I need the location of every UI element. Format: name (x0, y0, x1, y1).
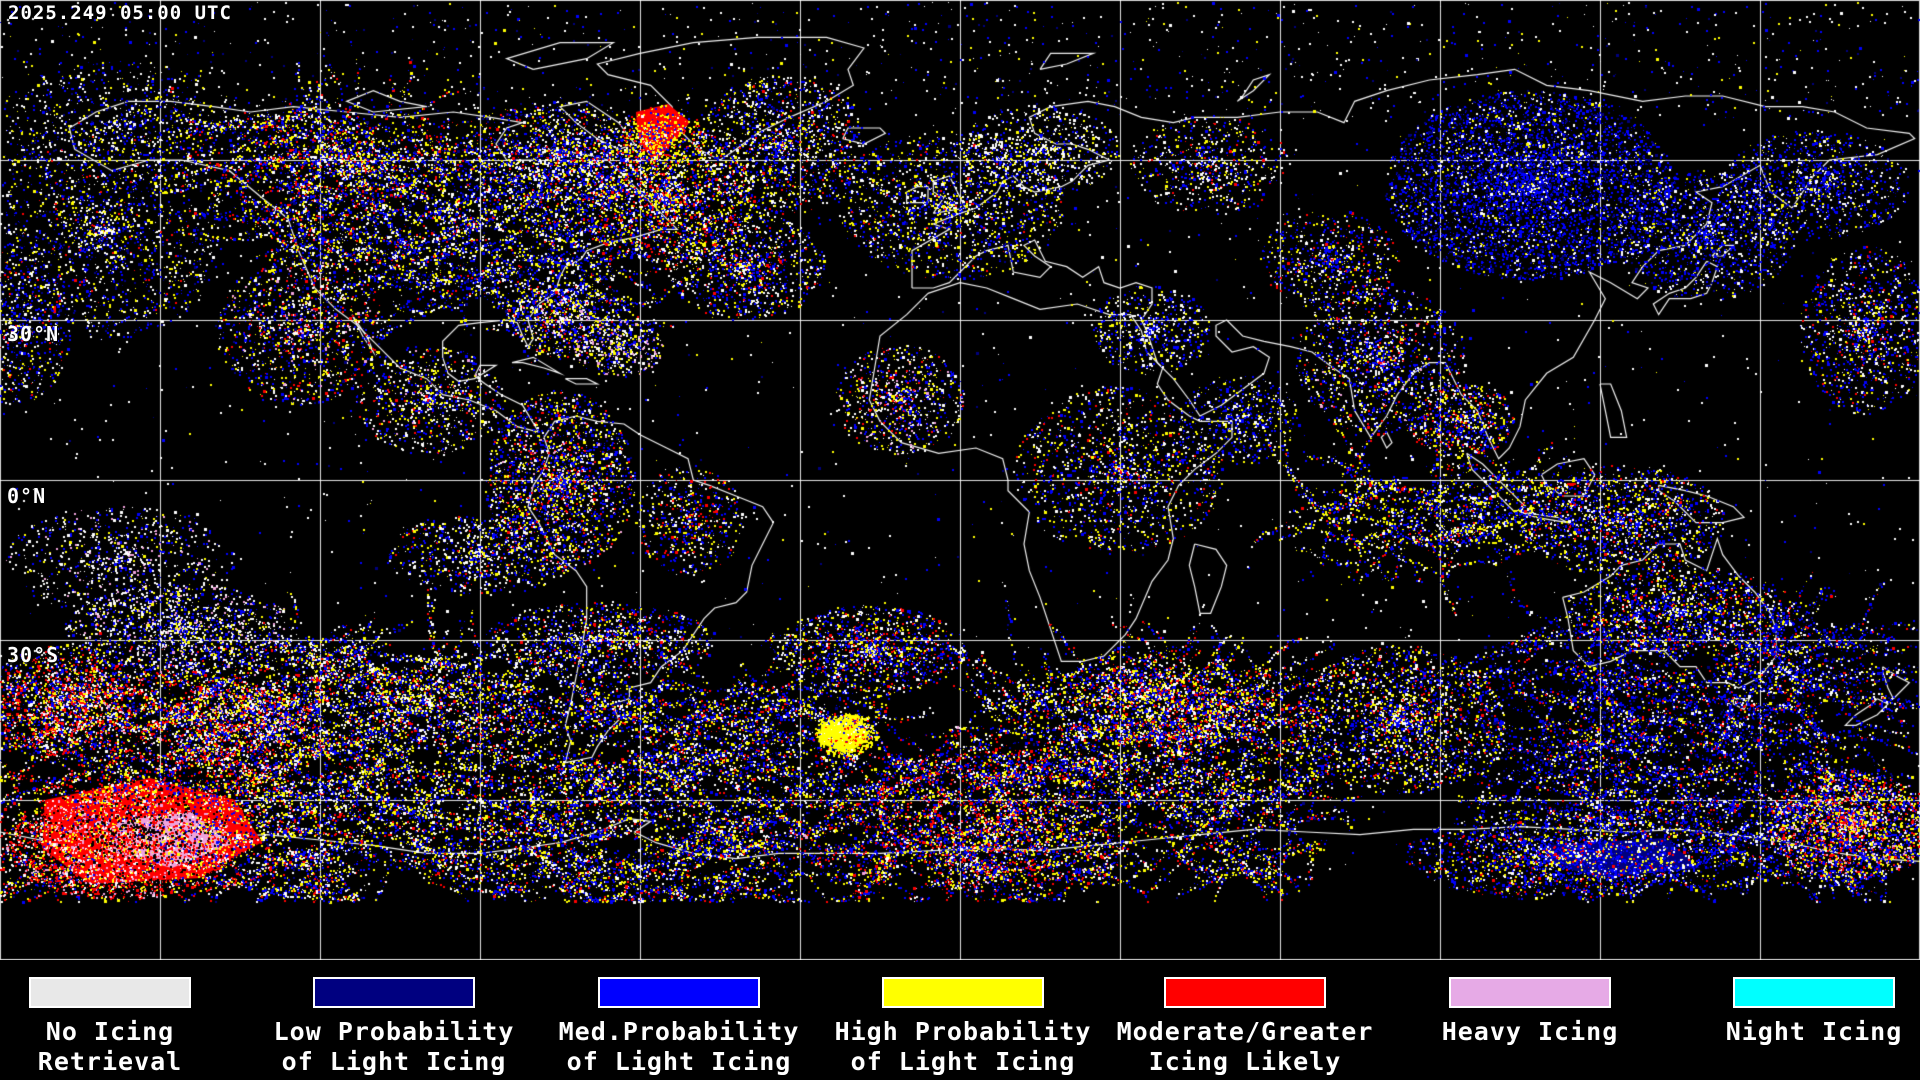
legend-label: of Light Icing (566, 1047, 792, 1076)
legend-swatch-low-probability (313, 977, 475, 1008)
timestamp: 2025.249 05:00 UTC (8, 2, 232, 24)
legend-item-night-icing: Night Icing (1684, 960, 1920, 1047)
legend-label: High Probability (834, 1017, 1092, 1046)
legend-swatch-moderate-greater (1164, 977, 1326, 1008)
legend-label: Night Icing (1725, 1017, 1903, 1046)
legend-label: Low Probability (273, 1017, 515, 1046)
legend-item-high-probability: High Probability of Light Icing (833, 960, 1093, 1077)
icing-map (0, 0, 1920, 960)
legend-item-no-icing-retrieval: No Icing Retrieval (0, 960, 240, 1077)
legend-label: of Light Icing (281, 1047, 507, 1076)
legend-label: Icing Likely (1148, 1047, 1342, 1076)
legend-label: No Icing (45, 1017, 175, 1046)
legend-label: Retrieval (37, 1047, 183, 1076)
legend-item-med-probability: Med.Probability of Light Icing (549, 960, 809, 1077)
lat-label-30n: 30°N (7, 322, 60, 346)
legend-item-heavy-icing: Heavy Icing (1400, 960, 1660, 1047)
lat-label-0n: 0°N (7, 484, 47, 508)
legend-item-low-probability: Low Probability of Light Icing (264, 960, 524, 1077)
legend: No Icing Retrieval Low Probability of Li… (0, 960, 1920, 1080)
legend-swatch-no-icing (29, 977, 191, 1008)
legend-swatch-med-probability (598, 977, 760, 1008)
legend-label: of Light Icing (850, 1047, 1076, 1076)
legend-label: Med.Probability (558, 1017, 800, 1046)
legend-swatch-high-probability (882, 977, 1044, 1008)
legend-swatch-heavy-icing (1449, 977, 1611, 1008)
legend-item-moderate-greater: Moderate/Greater Icing Likely (1115, 960, 1375, 1077)
legend-label: Moderate/Greater (1116, 1017, 1374, 1046)
legend-swatch-night-icing (1733, 977, 1895, 1008)
lat-label-30s: 30°S (7, 643, 60, 667)
legend-label: Heavy Icing (1441, 1017, 1619, 1046)
